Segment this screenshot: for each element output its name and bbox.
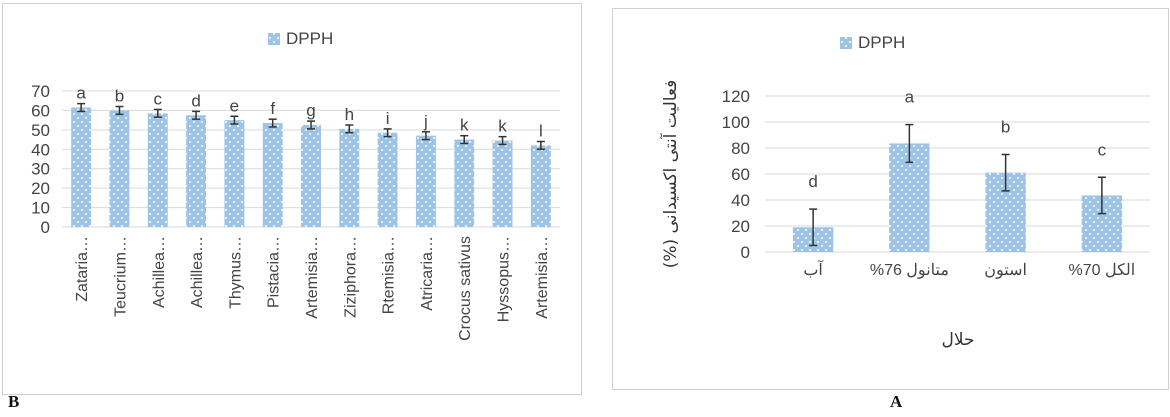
y-tick-label-b-70: 70 [31,82,50,101]
significance-label-b-12: l [539,122,543,141]
category-label-a-2: استون [984,262,1027,279]
category-label-b-6: Artemisia… [304,236,321,319]
y-tick-label-a-60: 60 [731,165,750,184]
category-label-b-1: Teucrium… [112,236,129,317]
significance-label-b-9: j [423,112,428,131]
category-label-b-5: Pistacia… [266,236,283,308]
y-tick-label-a-80: 80 [731,139,750,158]
significance-label-b-4: e [230,96,239,115]
y-axis-title-a: فعالیت آنتی اکسیدانی (%) [659,80,681,269]
y-tick-label-b-20: 20 [31,179,50,198]
bar-b-1 [109,110,130,227]
significance-label-a-0: d [808,172,817,191]
significance-label-b-7: h [345,105,354,124]
chart-b-frame [2,3,582,395]
significance-label-b-2: c [154,89,163,108]
y-tick-label-a-0: 0 [741,243,750,262]
panel-label-b: B [8,392,20,411]
significance-label-b-0: a [76,84,86,103]
legend-swatch-b [268,33,280,45]
panel-label-a: A [890,392,903,411]
category-label-b-4: Thymus… [227,236,244,309]
y-tick-label-b-10: 10 [31,199,50,218]
category-label-a-0: آب [803,259,824,279]
bar-b-3 [186,115,207,227]
category-label-b-3: Achillea… [189,236,206,308]
bar-b-5 [262,123,283,227]
significance-label-a-1: a [905,88,915,107]
y-tick-label-a-20: 20 [731,217,750,236]
bar-b-10 [454,139,475,227]
significance-label-b-11: k [498,117,507,136]
bar-b-9 [415,135,436,227]
bar-b-12 [530,145,551,227]
category-label-b-2: Achillea… [151,236,168,308]
bar-b-7 [339,128,360,227]
bar-b-4 [224,120,245,227]
bar-b-2 [147,113,168,227]
significance-label-b-6: g [306,101,315,120]
category-label-b-11: Hyssopus… [496,236,513,322]
x-axis-title-a: حلال [941,330,974,350]
y-tick-label-b-40: 40 [31,140,50,159]
category-label-b-10: Crocus sativus [457,236,474,341]
bar-b-11 [492,140,513,227]
significance-label-b-5: f [270,99,275,118]
y-tick-label-b-30: 30 [31,160,50,179]
significance-label-b-8: i [386,109,390,128]
y-tick-label-b-50: 50 [31,121,50,140]
y-tick-label-a-120: 120 [722,87,750,106]
legend-label-a: DPPH [858,33,905,52]
category-label-a-3: الکل 70% [1069,262,1136,279]
legend-label-b: DPPH [286,29,333,48]
bar-b-8 [377,132,398,227]
category-label-b-9: Atricaria… [419,236,436,311]
category-label-b-0: Zataria… [74,236,91,302]
category-label-b-8: Rtemisia… [381,236,398,314]
significance-label-b-1: b [115,87,124,106]
category-label-b-12: Artemisia… [534,236,551,319]
category-label-a-1: متانول 76% [870,262,949,279]
y-tick-label-a-100: 100 [722,113,750,132]
bar-b-6 [301,125,321,227]
significance-label-b-3: d [191,91,200,110]
significance-label-b-10: k [460,116,469,135]
bar-b-0 [71,107,92,227]
y-tick-label-a-40: 40 [731,191,750,210]
y-tick-label-b-60: 60 [31,101,50,120]
legend-swatch-a [840,37,852,49]
significance-label-a-2: b [1001,118,1010,137]
significance-label-a-3: c [1098,140,1107,159]
category-label-b-7: Ziziphora… [342,236,359,318]
y-tick-label-b-0: 0 [41,218,50,237]
